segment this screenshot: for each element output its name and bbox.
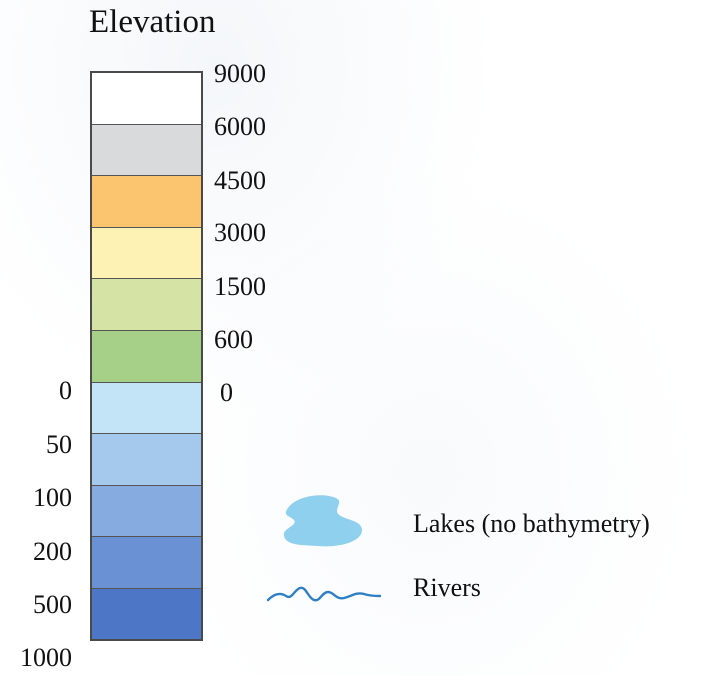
lakes-label: Lakes (no bathymetry)	[413, 509, 650, 538]
swatch-3000	[92, 227, 201, 280]
tick-label-depth-1000: 1000	[20, 643, 72, 672]
swatch-4500	[92, 176, 201, 228]
tick-label-6000: 6000	[214, 112, 266, 141]
swatch-600	[92, 330, 201, 383]
swatch-6000	[92, 124, 201, 177]
tick-label-depth-100: 100	[33, 483, 72, 512]
tick-label-depth-0: 0	[59, 376, 72, 405]
tick-label-600: 600	[214, 325, 253, 354]
river-icon	[266, 586, 382, 602]
tick-label-3000: 3000	[214, 218, 266, 247]
tick-label-1500: 1500	[214, 272, 266, 301]
tick-label-depth-200: 200	[33, 537, 72, 566]
elevation-color-bar	[90, 71, 203, 641]
swatch-depth-50	[92, 434, 201, 486]
swatch-9000	[92, 73, 201, 125]
swatch-depth-500	[92, 588, 201, 641]
tick-label-elev-0: 0	[220, 378, 233, 407]
lake-icon	[283, 495, 362, 547]
tick-label-4500: 4500	[214, 166, 266, 195]
swatch-1500	[92, 279, 201, 331]
river-line	[266, 586, 382, 602]
tick-label-9000: 9000	[214, 59, 266, 88]
swatch-depth-100	[92, 485, 201, 538]
lake-shape	[283, 495, 362, 547]
tick-label-depth-500: 500	[33, 590, 72, 619]
swatch-depth-200	[92, 537, 201, 589]
legend-title: Elevation	[89, 4, 216, 40]
tick-label-depth-50: 50	[46, 430, 72, 459]
rivers-label: Rivers	[413, 573, 481, 602]
swatch-depth-0	[92, 382, 201, 435]
